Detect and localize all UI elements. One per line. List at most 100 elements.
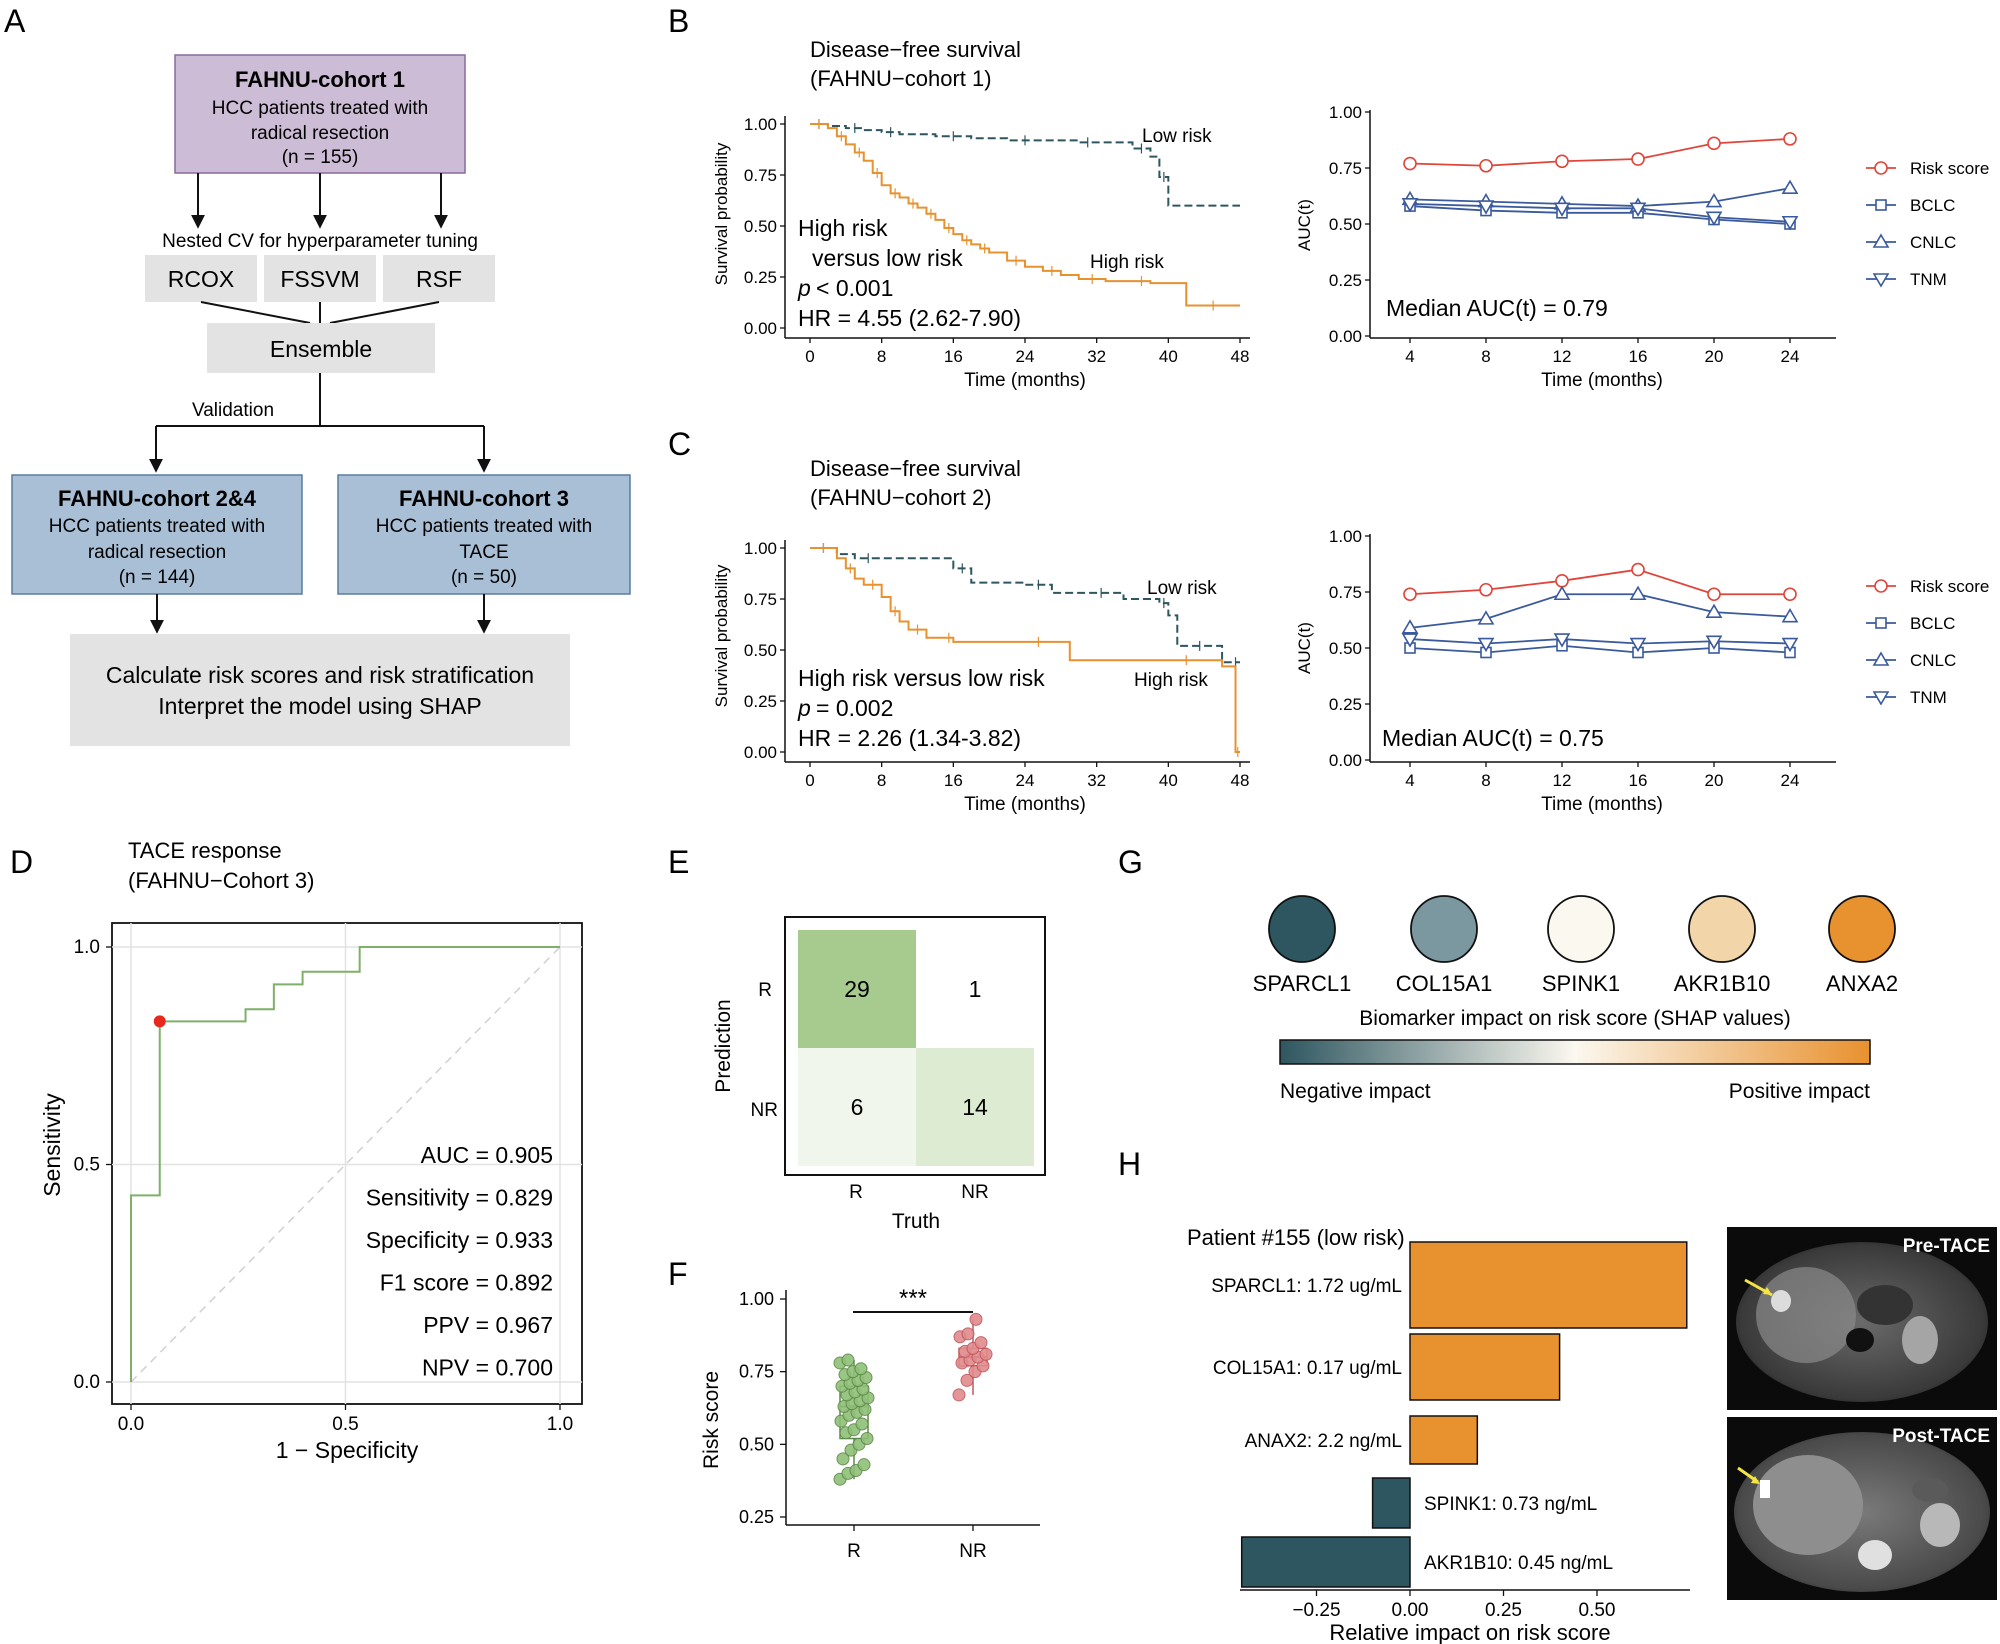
auc-b-series-point [1707,136,1721,151]
km-c-ytick-label: 0.00 [744,743,777,762]
km-c-high-label: High risk [1134,670,1208,691]
cm-xlabel: Truth [892,1210,940,1233]
km-b-xtick-label: 8 [877,347,886,366]
bar-xtick-label: 0.00 [1392,1600,1429,1621]
auc-c-series-point [1707,587,1721,602]
roc-xtick-label: 0.5 [332,1414,358,1435]
auc-b-series-point [1705,211,1723,226]
bar-xlabel: Relative impact on risk score [1329,1620,1610,1644]
auc-b-ytick-label: 0.75 [1329,159,1362,178]
auc-b-legend-label: TNM [1910,270,1947,289]
roc-xtick-label: 1.0 [547,1414,573,1435]
shap-gene-circle [1828,895,1896,963]
nested-cv-label: Nested CV for hyperparameter tuning [162,231,478,252]
post-tace-image: Post-TACE [1727,1417,1997,1600]
km-b-ytick-label: 1.00 [744,115,777,134]
box-ytick-label: 0.75 [739,1362,774,1382]
bar [1409,1415,1479,1465]
model-label-rcox: RCOX [168,266,234,292]
roc-metric: Sensitivity = 0.829 [366,1185,553,1211]
auc-b-ytick-label: 1.00 [1329,103,1362,122]
roc-metric: Specificity = 0.933 [366,1227,553,1253]
km-c-annot-3: HR = 2.26 (1.34-3.82) [798,725,1021,751]
roc-curve [130,946,560,1382]
auc-c-series-point [1553,585,1571,601]
cohort1-n: (n = 155) [282,147,359,168]
bar-title: Patient #155 (low risk) [1187,1225,1405,1250]
box-significance: *** [899,1285,927,1312]
km-c-annot-1: High risk versus low risk [798,665,1045,691]
box-r-point [855,1417,869,1431]
ensemble-box [207,323,435,373]
auc-b-legend-marker [1872,273,1890,288]
cohort24-line1: HCC patients treated with [49,516,266,537]
roc-chart: TACE response (FAHNU−Cohort 3) 0.0 0.5 1.0… [39,838,583,1463]
post-tace-label: Post-TACE [1892,1426,1990,1447]
cm-cell [916,1048,1034,1166]
box-r-point [857,1458,871,1472]
auc-c-series-point [1629,637,1647,653]
shap-bar-chart: Patient #155 (low risk) SPARCL1: 1.72 ug… [1187,1225,1690,1644]
box-xlabel-r: R [847,1541,861,1562]
auc-c-series-line [1409,568,1790,596]
roc-xtick-label: 0.0 [118,1414,144,1435]
roc-xlabel: 1 − Specificity [276,1437,419,1463]
auc-c-xtick-label: 24 [1781,771,1800,790]
km-b-ylabel: Survival probability [712,142,731,285]
auc-c-series-point [1401,619,1419,634]
km-c-low-risk-line [810,547,1240,664]
box-nr-point [952,1388,966,1402]
panel-letter-d: D [10,844,33,880]
auc-b-xtick-label: 24 [1781,347,1800,366]
cm-cell-value: 14 [962,1094,988,1120]
auc-b-series-line [1409,202,1791,223]
shap-gene-label: SPARCL1 [1253,971,1352,996]
bar [1371,1477,1411,1529]
box-nr-point [969,1312,983,1326]
km-b-xtick-label: 48 [1231,347,1250,366]
auc-c-series-line [1409,644,1791,654]
final-line1: Calculate risk scores and risk stratific… [106,662,534,688]
km-c-ytick-label: 1.00 [744,539,777,558]
km-c-high-risk-line [810,547,1240,753]
cohort3-line2: TACE [459,542,508,563]
km-b-ytick-label: 0.25 [744,268,777,287]
panel-letter-b: B [668,3,689,39]
auc-c-series-point [1781,637,1799,653]
km-b-xtick-label: 16 [944,347,963,366]
auc-b-series-point [1477,200,1495,215]
km-c-subtitle: (FAHNU−cohort 2) [810,485,992,510]
flowchart: FAHNU-cohort 1 HCC patients treated with… [11,54,631,746]
cm-cell-value: 1 [969,976,982,1002]
km-b-high-label: High risk [1090,252,1164,273]
km-c-xtick-label: 16 [944,771,963,790]
auc-b-xtick-label: 20 [1705,347,1724,366]
roc-title: TACE response [128,838,282,863]
shap-legend: SPARCL1 COL15A1 SPINK1 AKR1B10 ANXA2 Biomark… [1253,895,1898,1103]
box-r-point [841,1353,855,1367]
km-c-ytick-label: 0.25 [744,692,777,711]
model-box-rsf [383,255,495,302]
cm-ylabel: Prediction [712,999,735,1092]
cohort1-line1: HCC patients treated with [212,98,429,119]
km-c-ytick-label: 0.50 [744,641,777,660]
auc-b-series-point [1705,193,1723,208]
cohort1-line2: radical resection [251,123,389,144]
auc-c-series-line [1409,638,1791,645]
auc-b-xtick-label: 16 [1629,347,1648,366]
auc-b-series-line [1409,137,1791,167]
cohort3-line1: HCC patients treated with [376,516,593,537]
auc-c-legend-marker [1872,651,1890,666]
shap-gradient-bar [1279,1039,1871,1065]
auc-c-series-point [1403,587,1417,602]
roc-metric: AUC = 0.905 [421,1142,553,1168]
auc-c-xlabel: Time (months) [1541,794,1663,815]
auc-c-xtick-label: 20 [1705,771,1724,790]
shap-gene-label: AKR1B10 [1674,971,1771,996]
shap-gene-circle [1688,895,1756,963]
km-c-xtick-label: 32 [1087,771,1106,790]
auc-c-median: Median AUC(t) = 0.75 [1382,725,1604,751]
km-c-p-symbol: p [797,695,811,721]
km-c-title: Disease−free survival [810,456,1021,481]
cm-col-label-r: R [849,1182,863,1203]
